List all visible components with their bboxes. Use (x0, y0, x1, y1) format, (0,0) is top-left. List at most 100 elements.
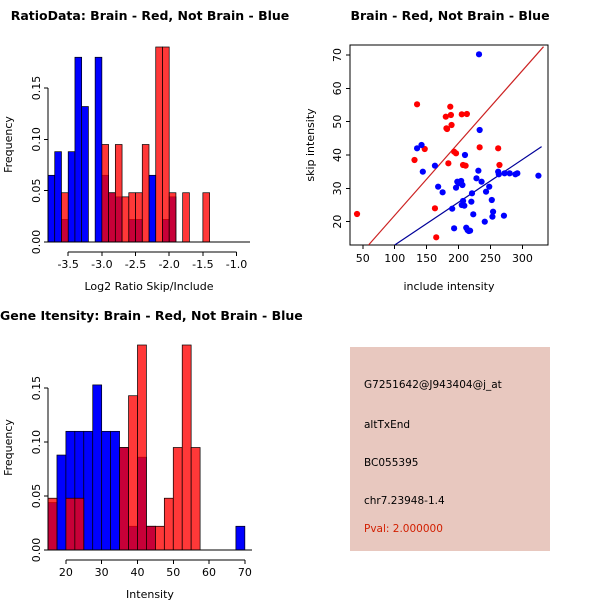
scatter-point (413, 145, 421, 152)
scatter-point (478, 178, 485, 185)
scatter-point (495, 145, 502, 152)
histogram-bar (81, 106, 89, 243)
histogram-bar (108, 192, 116, 243)
scatter-plot-panel: Brain - Red, Not Brain - Blue 20 30 40 50 60… (300, 0, 600, 300)
x-axis-tick-label: 30 (95, 566, 109, 579)
y-axis-tick-label: 0.15 (30, 376, 43, 401)
scatter-point (447, 111, 455, 119)
y-axis-tick-label: 50 (331, 115, 344, 129)
histogram-bar (135, 192, 143, 243)
gene-histogram-canvas: 0.00 0.05 0.10 0.15 20 30 40 50 60 70 Intensity Fre… (2, 344, 252, 600)
histogram-bar (121, 196, 130, 243)
histogram-bar (148, 174, 157, 243)
histogram-bar (94, 56, 103, 243)
scatter-point (459, 181, 466, 189)
scatter-point (461, 202, 468, 209)
scatter-point (462, 162, 469, 169)
info-locus: chr7.23948-1.4 (364, 495, 445, 507)
regression-line-red-fit (368, 46, 544, 245)
histogram-bar (202, 192, 210, 243)
x-axis-tick-label: -3.5 (57, 258, 78, 271)
histogram-bar (56, 454, 67, 551)
x-axis-tick-label: -2.0 (158, 258, 179, 271)
svg-gene-plot-area: 0.00 0.05 0.10 0.15 20 30 40 50 60 70 Intensity Fre… (2, 344, 252, 600)
y-axis-label: skip intensity (304, 108, 317, 182)
histogram-bar (182, 192, 190, 243)
gene-info-box: G7251642@J943404@j_at altTxEnd BC055395 … (350, 347, 550, 551)
scatter-plot-title: Brain - Red, Not Brain - Blue (350, 8, 550, 23)
scatter-point (411, 156, 418, 164)
scatter-point (481, 218, 488, 225)
gene-histogram-title: Gene Itensity: Brain - Red, Not Brain - … (0, 308, 303, 323)
histogram-bar (172, 447, 183, 551)
scatter-point (461, 151, 469, 159)
histogram-bar (114, 144, 123, 243)
histogram-bar (163, 497, 174, 551)
x-axis-tick-label: 100 (384, 252, 405, 265)
x-axis-tick-label: -1.0 (226, 258, 247, 271)
histogram-bar (65, 497, 76, 551)
histogram-bar (235, 525, 246, 551)
x-axis-tick-label: -1.5 (192, 258, 213, 271)
histogram-bar (155, 525, 165, 551)
scatter-point (433, 234, 440, 241)
histogram-bar (181, 344, 192, 551)
histogram-bar (146, 525, 156, 551)
x-axis-tick-label: 150 (416, 252, 437, 265)
histogram-bar (141, 144, 150, 243)
x-axis-tick-label: 300 (512, 252, 533, 265)
y-axis-tick-label: 60 (331, 81, 344, 95)
plot-frame (349, 44, 549, 246)
scatter-point (475, 51, 483, 58)
info-accession: BC055395 (364, 457, 419, 469)
y-axis-tick-label: 30 (331, 181, 344, 195)
info-probe-id: G7251642@J943404@j_at (364, 379, 502, 391)
x-axis-tick-label: 50 (166, 566, 180, 579)
scatter-inner (353, 46, 544, 245)
series-not-brain-blue (413, 51, 542, 235)
y-axis-tick-label: 70 (331, 48, 344, 62)
histogram-bar (74, 497, 85, 551)
scatter-point (535, 172, 542, 179)
info-pval: Pval: 2.000000 (364, 523, 443, 535)
scatter-point (489, 208, 497, 215)
histogram-bar (190, 447, 201, 551)
ratio-histogram-title: RatioData: Brain - Red, Not Brain - Blue (10, 8, 290, 23)
scatter-point (448, 121, 455, 129)
ratio-histogram-panel: RatioData: Brain - Red, Not Brain - Blue… (0, 0, 300, 300)
y-axis-label: Frequency (2, 116, 15, 173)
scatter-point (451, 225, 458, 232)
y-axis-tick-label: 20 (331, 215, 344, 229)
y-axis-tick-label: 0.05 (30, 484, 43, 509)
x-axis-tick-label: 50 (356, 252, 370, 265)
scatter-point (468, 198, 475, 205)
scatter-point (470, 211, 477, 218)
histogram-bar (67, 151, 76, 243)
scatter-point (353, 210, 361, 218)
x-axis-label: include intensity (403, 280, 495, 293)
scatter-point (468, 190, 476, 197)
histogram-bar (101, 144, 109, 243)
x-axis-tick-label: -3.0 (91, 258, 112, 271)
x-axis-tick-label: 250 (480, 252, 501, 265)
scatter-point (496, 161, 503, 169)
regression-line-blue-fit (394, 146, 542, 245)
scatter-point (488, 196, 495, 204)
scatter-point (489, 213, 496, 220)
histogram-bar (47, 497, 58, 551)
scatter-point (442, 113, 449, 120)
scatter-point (443, 125, 451, 133)
histogram-bar (128, 395, 138, 551)
y-axis-tick-label: 40 (331, 148, 344, 162)
scatter-point (445, 160, 452, 167)
histogram-bar (128, 192, 136, 243)
x-axis-tick-label: 200 (448, 252, 469, 265)
svg-ratio-plot-area: 0.00 0.05 0.10 0.15 -3.5 -3.0 -2.5 -2.0 -1.5 -1.0… (2, 46, 250, 293)
histogram-bar (119, 447, 129, 551)
gene-info-panel: G7251642@J943404@j_at altTxEnd BC055395 … (300, 300, 600, 600)
y-axis-tick-label: 0.10 (30, 430, 43, 455)
scatter-point (466, 227, 474, 234)
x-axis-label: Intensity (126, 588, 174, 600)
scatter-point (476, 144, 483, 151)
x-axis-tick-label: 60 (202, 566, 216, 579)
